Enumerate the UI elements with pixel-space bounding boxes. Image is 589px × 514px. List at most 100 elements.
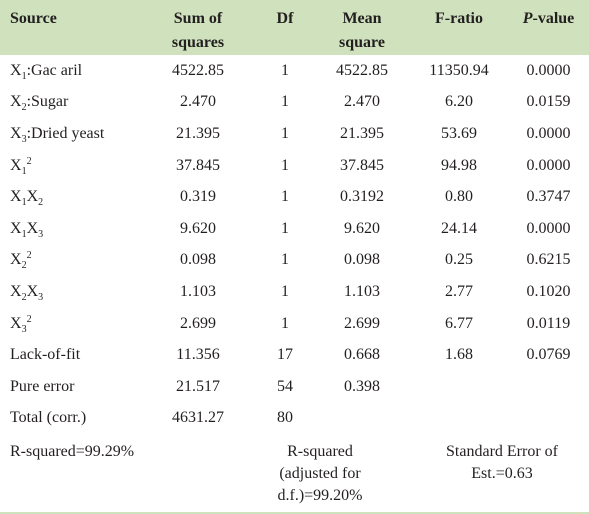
cell-df: 1 [281,188,289,206]
footer-adj-line2: (adjusted for [279,465,361,482]
term-label: :Gac aril [26,61,83,79]
header-p-italic: P [522,10,533,27]
term-base: X [10,251,22,269]
cell-mean-square: 0.098 [344,251,380,269]
cell-source: X2:Sugar [0,87,140,119]
cell-sum-of-squares: 0.098 [180,251,216,269]
header-ms-line2: square [339,34,385,51]
term-base: X [26,219,39,237]
cell-source: X2X3 [0,276,140,308]
term-subscript: 1 [21,228,27,240]
cell-p-value: 0.0000 [526,219,571,237]
term-base: X [10,156,22,174]
term-subscript: 1 [21,70,27,82]
cell-df: 17 [277,346,293,364]
table-body: X1:Gac aril 4522.85 1 4522.85 11350.94 0.0000… [0,55,589,434]
table-row: X22 0.098 1 0.098 0.25 0.6215 [0,245,589,277]
term-label: Pure error [10,377,75,395]
cell-mean-square: 1.103 [344,282,380,300]
term-label: :Sugar [26,93,69,111]
header-source: Source [10,10,57,27]
cell-mean-square: 2.470 [344,93,380,111]
cell-source: X32 [0,308,140,340]
header-ss-line2: squares [171,34,225,51]
cell-mean-square: 2.699 [344,314,380,332]
term-superscript: 2 [26,313,32,325]
cell-source: X1:Gac aril [0,55,140,87]
cell-p-value: 0.0000 [526,124,571,142]
cell-sum-of-squares: 0.319 [180,188,216,206]
term-base: X [10,124,22,142]
table-row: X1X2 0.319 1 0.3192 0.80 0.3747 [0,181,589,213]
table-row: X2X3 1.103 1 1.103 2.77 0.1020 [0,276,589,308]
term-base: X [10,188,22,206]
header-sum-of-squares: Sum of squares [140,0,256,55]
cell-p-value [508,403,589,435]
cell-df: 54 [277,377,293,395]
footer-standard-error: Standard Error of Est.=0.63 [422,441,582,485]
header-f-ratio: F-ratio [435,10,483,27]
term-subscript: 1 [21,165,27,177]
cell-f-ratio: 0.25 [445,251,473,269]
term-subscript: 3 [38,291,44,303]
table-row: X3:Dried yeast 21.395 1 21.395 53.69 0.0000 [0,118,589,150]
cell-sum-of-squares: 2.699 [180,314,216,332]
cell-source: X1X3 [0,213,140,245]
header-p-rest: -value [532,10,575,27]
footer-se-line1: Standard Error of [446,443,558,460]
term-subscript: 1 [21,197,27,209]
term-base: X [26,188,39,206]
cell-mean-square: 21.395 [340,124,384,142]
cell-source: X22 [0,245,140,277]
term-subscript: 2 [21,260,27,272]
header-mean-square: Mean square [314,0,410,55]
table-header: Source Sum of squares Df Mean square F-rat… [0,0,589,55]
term-subscript: 2 [38,197,44,209]
cell-source: Lack-of-fit [0,339,140,371]
cell-f-ratio: 6.77 [445,314,473,332]
cell-p-value: 0.3747 [526,188,571,206]
cell-p-value: 0.0119 [526,314,571,332]
footer-adj-line3: d.f.)=99.20% [277,487,363,504]
anova-table: Source Sum of squares Df Mean square F-rat… [0,0,589,434]
footer-se-line2: Est.=0.63 [471,465,533,482]
term-subscript: 3 [21,323,27,335]
cell-p-value: 0.6215 [526,251,571,269]
cell-p-value: 0.0769 [526,346,571,364]
term-base: X [10,93,22,111]
cell-source: X3:Dried yeast [0,118,140,150]
table-row: X32 2.699 1 2.699 6.77 0.0119 [0,308,589,340]
table-row: X1:Gac aril 4522.85 1 4522.85 11350.94 0.0000 [0,55,589,87]
cell-f-ratio: 6.20 [445,93,473,111]
cell-mean-square: 9.620 [344,219,380,237]
term-subscript: 3 [38,228,44,240]
table-row: X12 37.845 1 37.845 94.98 0.0000 [0,150,589,182]
cell-f-ratio [410,403,508,435]
cell-df: 1 [281,282,289,300]
cell-sum-of-squares: 21.395 [176,124,220,142]
table-row: Lack-of-fit 11.356 17 0.668 1.68 0.0769 [0,339,589,371]
cell-df: 1 [281,93,289,111]
cell-df: 1 [281,156,289,174]
footer-adjusted-r-squared: R-squared (adjusted for d.f.)=99.20% [255,441,385,507]
cell-sum-of-squares: 4631.27 [172,409,224,427]
cell-p-value: 0.0000 [526,61,571,79]
term-label: Lack-of-fit [10,346,81,364]
header-df: Df [276,10,294,27]
cell-sum-of-squares: 1.103 [180,282,216,300]
cell-p-value [508,371,589,403]
cell-p-value: 0.0000 [526,156,571,174]
term-label: Total (corr.) [10,409,87,427]
cell-df: 1 [281,124,289,142]
cell-df: 80 [277,409,293,427]
cell-f-ratio: 1.68 [445,346,473,364]
term-base: X [26,282,39,300]
term-subscript: 3 [21,133,27,145]
term-base: X [10,282,22,300]
cell-f-ratio: 0.80 [445,188,473,206]
cell-f-ratio: 94.98 [441,156,477,174]
table-row: Total (corr.) 4631.27 80 [0,403,589,435]
cell-mean-square: 0.668 [344,346,380,364]
term-base: X [10,61,22,79]
